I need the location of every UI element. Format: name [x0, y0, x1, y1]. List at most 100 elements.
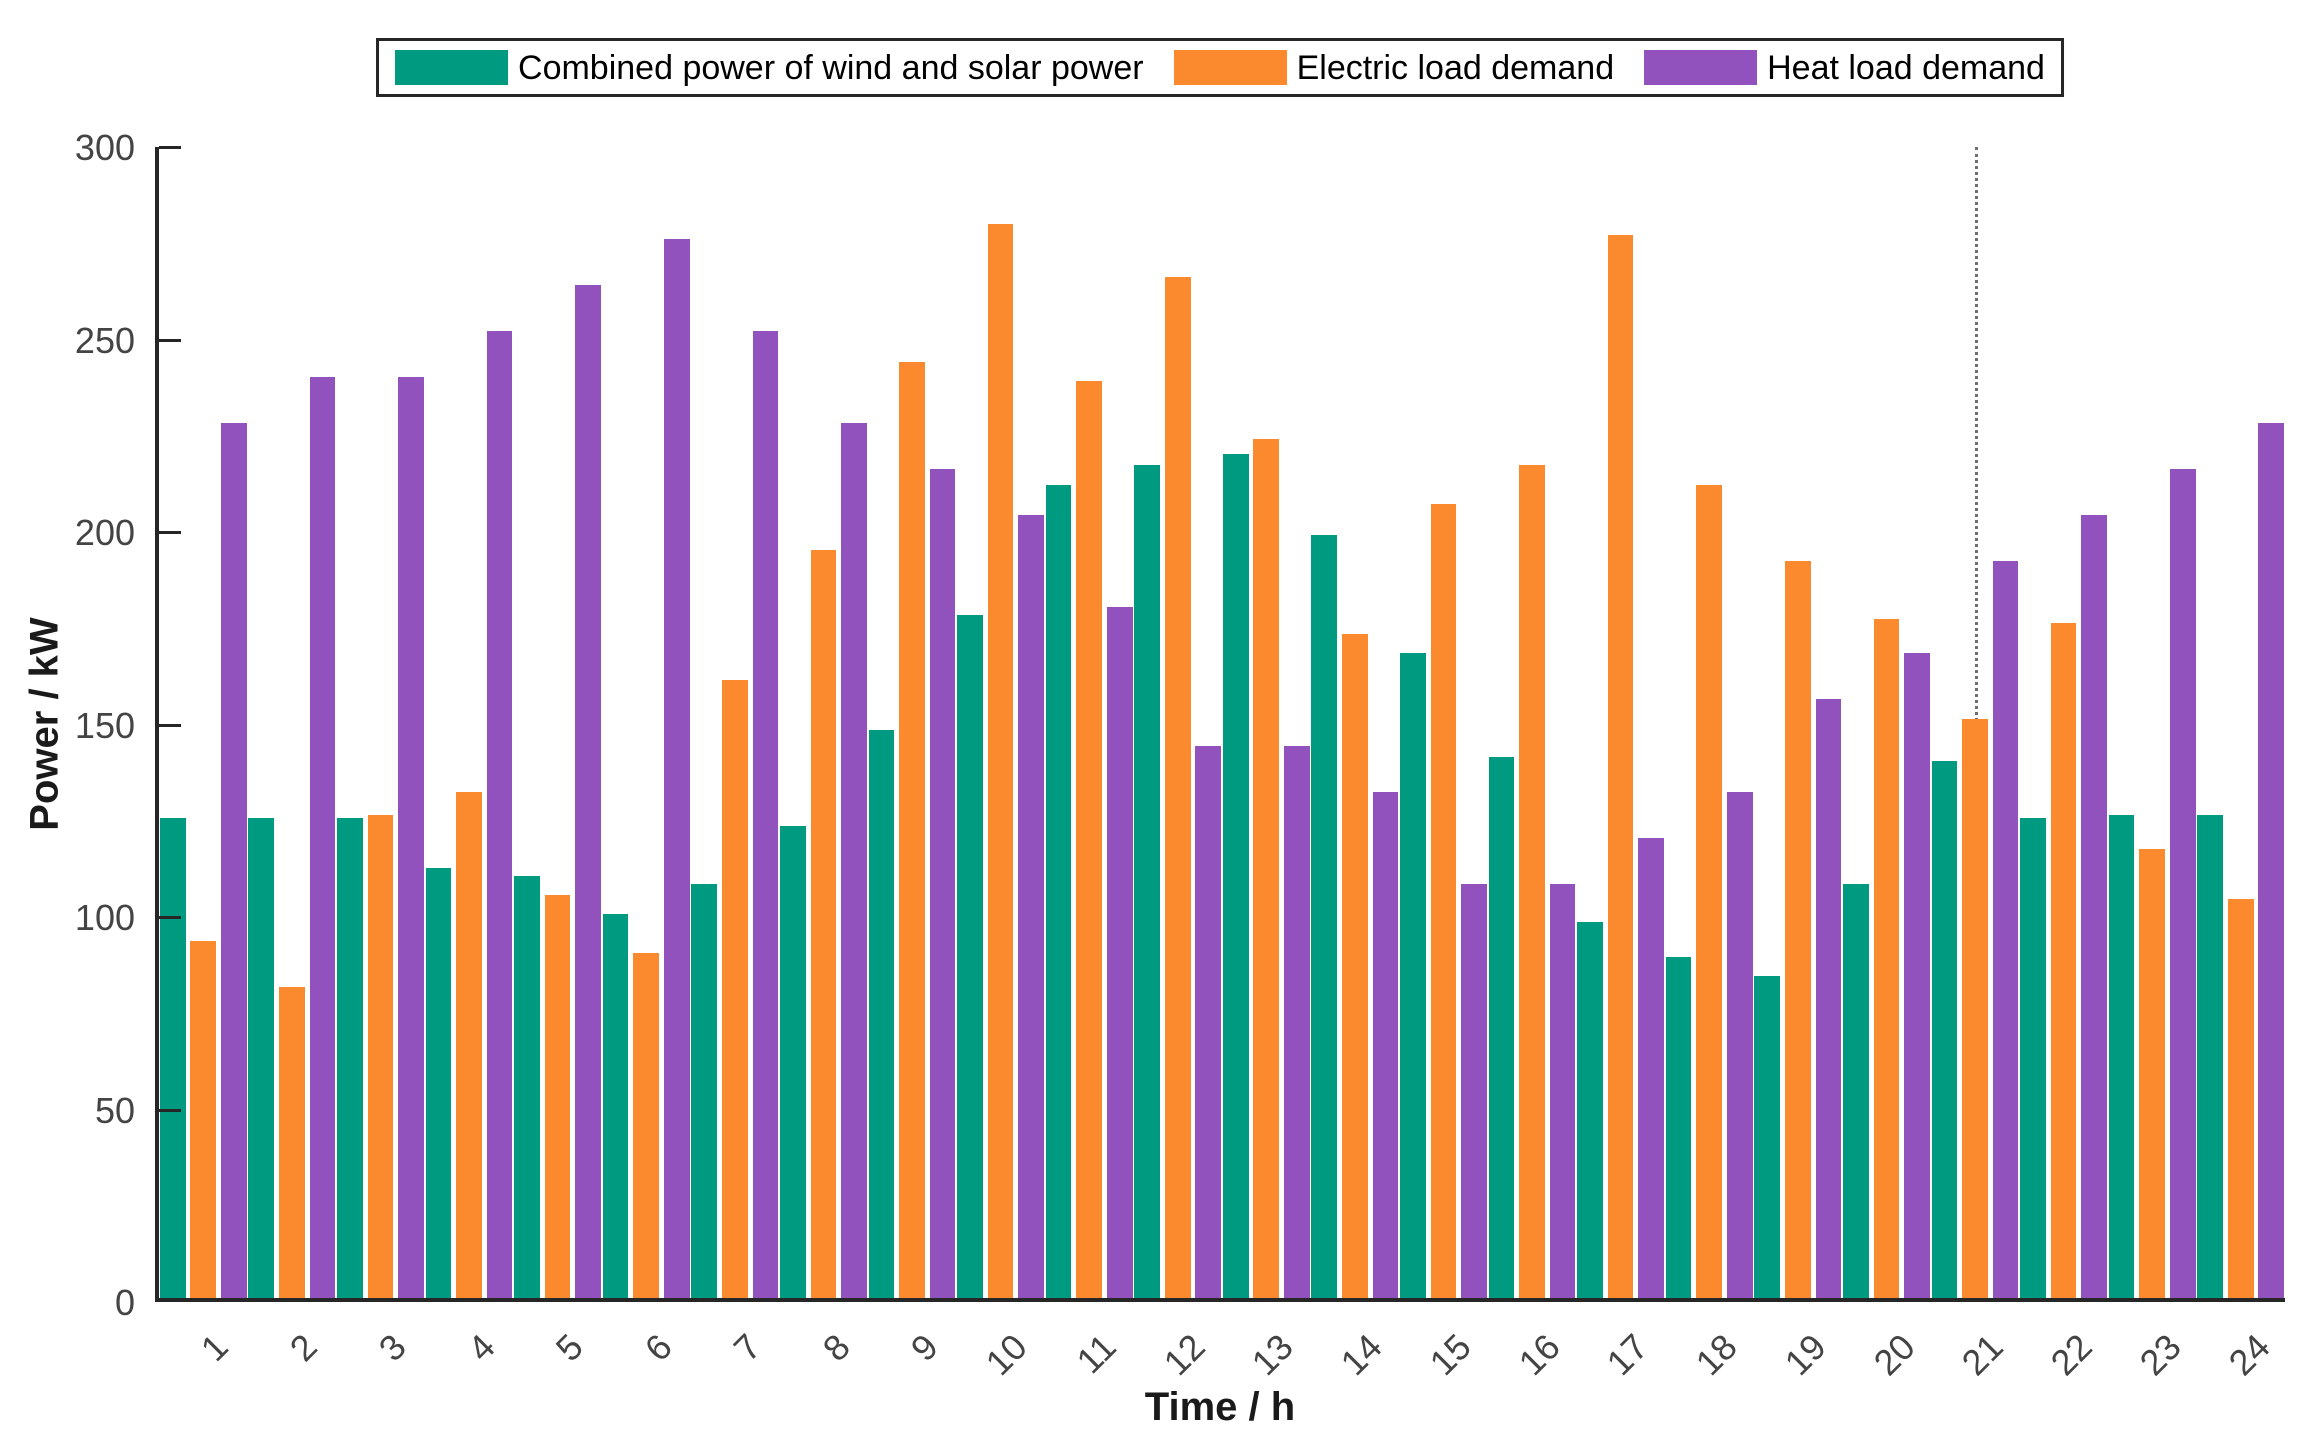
bar-hour-22-electric-load	[2050, 622, 2077, 1298]
bar-hour-15-wind-solar	[1400, 653, 1426, 1298]
bar-hour-2-electric-load	[279, 987, 305, 1298]
x-tick-label-8: 8	[814, 1325, 858, 1370]
x-tick-label-7: 7	[725, 1325, 769, 1370]
bar-hour-11-electric-load	[1076, 381, 1102, 1298]
bar-hour-1-heat-load	[221, 423, 247, 1298]
x-tick-label-21: 21	[1953, 1325, 2012, 1384]
x-tick-label-23: 23	[2131, 1325, 2189, 1384]
bar-hour-9-heat-load	[929, 469, 956, 1298]
bar-group-hour-3	[336, 147, 425, 1298]
bar-hour-21-heat-load	[1992, 561, 2019, 1298]
x-tick-label-10: 10	[977, 1325, 1035, 1384]
x-tick-label-4: 4	[459, 1325, 503, 1370]
bar-group-hour-7	[691, 147, 780, 1298]
legend-label-wind-solar: Combined power of wind and solar power	[518, 48, 1144, 87]
x-tick-label-24: 24	[2220, 1325, 2278, 1384]
bar-hour-17-wind-solar	[1577, 922, 1603, 1298]
legend-label-electric-load: Electric load demand	[1296, 48, 1615, 87]
bar-hour-19-heat-load	[1815, 699, 1842, 1298]
bar-group-hour-22	[2019, 147, 2108, 1298]
bar-group-hour-4	[425, 147, 514, 1298]
bar-hour-16-electric-load	[1519, 465, 1545, 1298]
bar-group-hour-11	[1045, 147, 1134, 1298]
bar-hour-2-wind-solar	[248, 818, 275, 1298]
legend-swatch-wind-solar	[395, 50, 509, 85]
y-tick-label-0: 0	[114, 1282, 135, 1323]
legend: Combined power of wind and solar power El…	[376, 38, 2064, 97]
y-tick-label-150: 150	[74, 704, 135, 746]
bar-hour-20-electric-load	[1873, 618, 1900, 1298]
bar-hour-11-heat-load	[1106, 607, 1133, 1298]
bar-hour-13-heat-load	[1284, 745, 1310, 1298]
bar-hour-4-heat-load	[486, 331, 513, 1298]
bar-hour-6-electric-load	[633, 952, 660, 1298]
bar-hour-22-heat-load	[2081, 515, 2107, 1298]
bar-hour-7-wind-solar	[691, 883, 718, 1298]
bar-hour-4-electric-load	[456, 791, 482, 1298]
x-tick-label-2: 2	[281, 1325, 325, 1370]
bar-hour-23-heat-load	[2169, 469, 2196, 1298]
bar-hour-17-heat-load	[1638, 837, 1665, 1298]
bar-group-hour-6	[602, 147, 691, 1298]
bar-group-hour-20	[1842, 147, 1931, 1298]
bar-hour-24-wind-solar	[2197, 814, 2223, 1298]
bar-hour-18-heat-load	[1726, 791, 1753, 1298]
bar-hour-21-electric-load	[1962, 718, 1988, 1298]
bar-hour-10-heat-load	[1018, 515, 1044, 1298]
x-tick-label-6: 6	[636, 1325, 680, 1370]
y-tick-250	[159, 338, 181, 342]
bar-hour-1-electric-load	[190, 941, 217, 1298]
bar-hour-1-wind-solar	[159, 818, 186, 1298]
bar-hour-24-heat-load	[2258, 423, 2285, 1298]
bar-hour-18-electric-load	[1696, 484, 1723, 1298]
bar-group-hour-13	[1222, 147, 1311, 1298]
x-tick-label-15: 15	[1421, 1325, 1479, 1384]
bar-hour-12-wind-solar	[1134, 465, 1160, 1298]
bar-hour-12-heat-load	[1195, 745, 1222, 1298]
y-tick-label-100: 100	[74, 897, 135, 938]
bar-group-hour-24	[2196, 147, 2285, 1298]
bar-hour-8-heat-load	[841, 423, 867, 1298]
y-tick-label-200: 200	[74, 512, 135, 553]
x-tick-label-3: 3	[370, 1325, 414, 1370]
bar-group-hour-23	[2108, 147, 2197, 1298]
bar-hour-3-heat-load	[398, 377, 424, 1298]
x-axis-title: Time / h	[1144, 1385, 1296, 1429]
bar-hour-8-wind-solar	[779, 826, 806, 1298]
x-tick-label-22: 22	[2042, 1325, 2100, 1384]
bar-hour-3-wind-solar	[337, 818, 363, 1298]
bar-hour-5-heat-load	[575, 285, 602, 1298]
y-tick-label-300: 300	[74, 127, 135, 168]
plot-area	[155, 146, 2285, 1302]
bar-hour-9-wind-solar	[868, 730, 895, 1298]
bar-hour-2-heat-load	[309, 377, 336, 1298]
y-tick-label-50: 50	[94, 1089, 135, 1131]
bar-group-hour-5	[513, 147, 602, 1298]
bar-hour-11-wind-solar	[1045, 484, 1072, 1298]
bar-hour-10-electric-load	[987, 223, 1014, 1298]
x-tick-label-16: 16	[1510, 1325, 1568, 1384]
bar-group-hour-18	[1665, 147, 1754, 1298]
x-tick-label-9: 9	[903, 1325, 947, 1370]
bar-hour-13-electric-load	[1253, 438, 1280, 1298]
bar-hour-4-wind-solar	[425, 868, 452, 1298]
x-tick-label-17: 17	[1598, 1325, 1657, 1384]
bar-group-hour-1	[159, 147, 248, 1298]
bar-hour-22-wind-solar	[2020, 818, 2046, 1298]
bar-hour-24-electric-load	[2227, 899, 2254, 1298]
y-tick-200	[159, 531, 181, 534]
legend-swatch-electric-load	[1173, 50, 1287, 85]
legend-label-heat-load: Heat load demand	[1767, 48, 2045, 87]
bar-hour-19-wind-solar	[1754, 975, 1781, 1298]
bar-hour-20-heat-load	[1904, 653, 1930, 1298]
legend-swatch-heat-load	[1644, 50, 1758, 85]
bar-group-hour-21	[1931, 147, 2020, 1298]
x-tick-label-18: 18	[1687, 1325, 1745, 1384]
bar-hour-19-electric-load	[1784, 561, 1811, 1298]
bar-group-hour-8	[779, 147, 868, 1298]
bar-hour-14-wind-solar	[1311, 534, 1338, 1298]
x-tick-label-19: 19	[1776, 1325, 1834, 1384]
bar-hour-16-heat-load	[1549, 883, 1576, 1298]
bar-group-hour-9	[868, 147, 957, 1298]
